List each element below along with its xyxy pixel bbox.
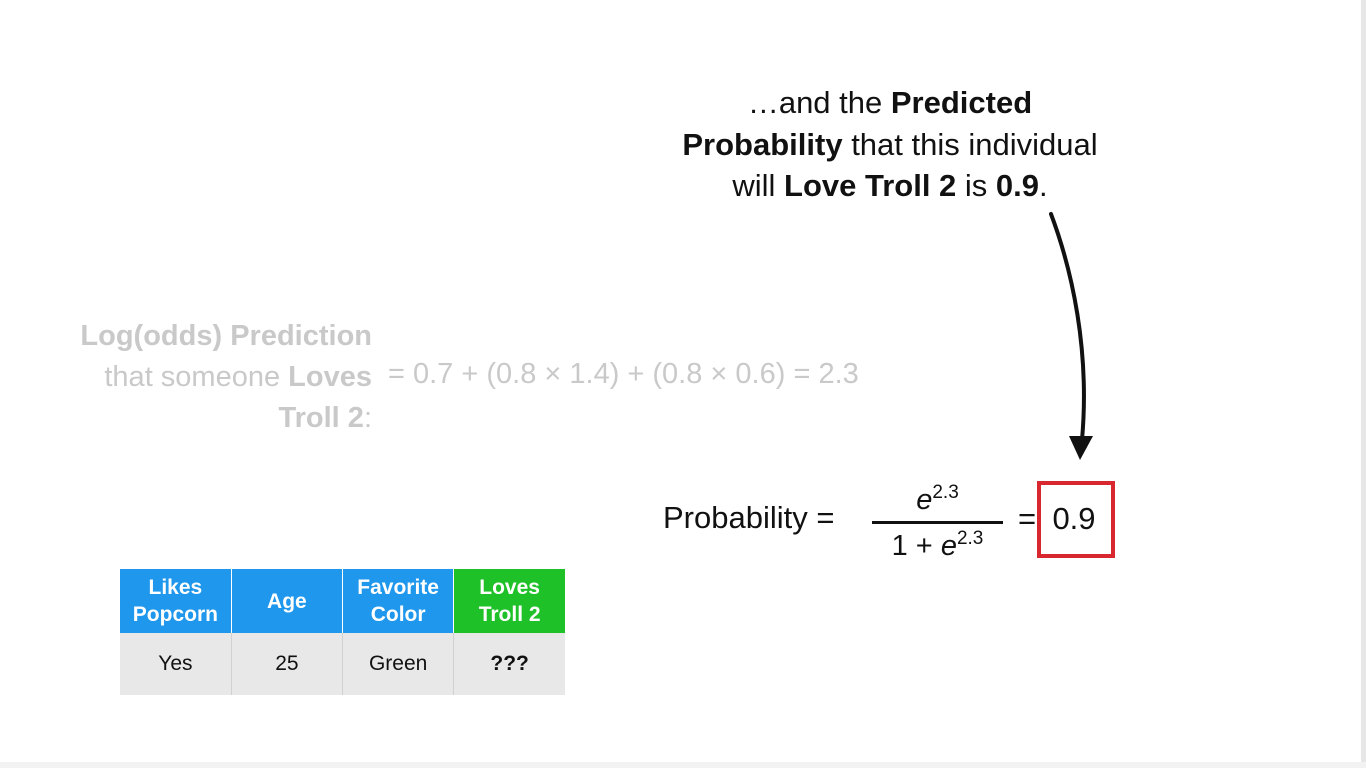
fraction-bar [872, 521, 1003, 524]
table-header-row: Likes Popcorn Age Favorite Color Loves Trol… [120, 569, 565, 633]
logodds-equation: = 0.7 + (0.8 × 1.4) + (0.8 × 0.6) = 2.3 [388, 358, 859, 390]
cell-age: 25 [231, 633, 344, 695]
logodds-line-3: Troll 2: [278, 402, 372, 434]
result-value: 0.9 [1052, 501, 1096, 536]
cell-likes-popcorn: Yes [120, 633, 232, 695]
cell-favorite-color: Green [342, 633, 455, 695]
right-edge-strip [1361, 0, 1366, 768]
callout-text: …and the Predicted Probability that this… [630, 82, 1150, 207]
header-loves-troll-2: Loves Troll 2 [453, 569, 565, 633]
logodds-line-1: Log(odds) Prediction [80, 320, 372, 352]
logodds-label: Log(odds) Prediction that someone Loves … [20, 316, 372, 439]
fraction-denominator: 1 + e2.3 [891, 528, 984, 562]
cell-loves-troll-2: ??? [453, 633, 565, 695]
table-row: Yes 25 Green ??? [120, 633, 565, 695]
header-age: Age [231, 569, 344, 633]
fraction-numerator: e2.3 [916, 482, 959, 516]
callout-line-1: …and the Predicted [747, 85, 1033, 120]
bottom-edge-strip [0, 762, 1366, 768]
arrow-shaft [1049, 212, 1086, 442]
header-favorite-color: Favorite Color [342, 569, 455, 633]
header-likes-popcorn: Likes Popcorn [120, 569, 232, 633]
data-table: Likes Popcorn Age Favorite Color Loves Trol… [120, 569, 565, 695]
callout-line-2: Probability that this individual [682, 126, 1098, 162]
equals-sign: = [1018, 501, 1037, 536]
logodds-line-2: that someone Loves [104, 361, 372, 393]
result-highlight-box [1037, 481, 1115, 558]
probability-label: Probability = [663, 500, 835, 535]
callout-line-3: will Love Troll 2 is 0.9. [732, 168, 1048, 203]
arrow-head [1069, 436, 1093, 460]
